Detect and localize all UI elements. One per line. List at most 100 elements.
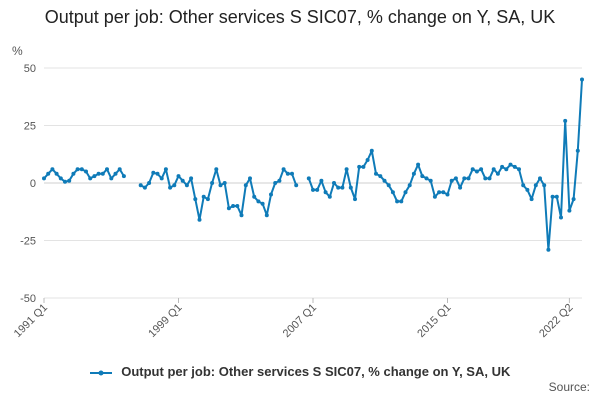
data-point[interactable] — [239, 213, 244, 218]
data-point[interactable] — [231, 204, 236, 208]
data-point[interactable] — [445, 192, 450, 197]
data-point[interactable] — [466, 176, 471, 181]
data-point[interactable] — [201, 194, 206, 199]
data-point[interactable] — [361, 164, 366, 169]
data-point[interactable] — [559, 215, 563, 220]
data-point[interactable] — [525, 187, 530, 192]
data-point[interactable] — [147, 181, 152, 185]
data-point[interactable] — [168, 185, 173, 190]
data-point[interactable] — [432, 194, 437, 199]
data-point[interactable] — [54, 171, 59, 176]
data-point[interactable] — [378, 174, 383, 179]
data-point[interactable] — [458, 185, 463, 190]
data-point[interactable] — [92, 174, 97, 179]
data-point[interactable] — [395, 199, 400, 204]
data-point[interactable] — [319, 178, 324, 183]
data-point[interactable] — [571, 197, 576, 202]
data-point[interactable] — [327, 194, 332, 199]
data-point[interactable] — [260, 201, 265, 206]
data-point[interactable] — [117, 167, 122, 172]
data-point[interactable] — [491, 167, 496, 172]
data-point[interactable] — [336, 185, 341, 190]
data-point[interactable] — [290, 171, 294, 176]
data-point[interactable] — [256, 199, 261, 204]
legend[interactable]: Output per job: Other services S SIC07, … — [0, 364, 600, 379]
data-point[interactable] — [563, 118, 568, 123]
data-point[interactable] — [155, 171, 160, 176]
data-point[interactable] — [428, 178, 433, 183]
data-point[interactable] — [567, 208, 572, 213]
data-point[interactable] — [382, 178, 387, 183]
data-point[interactable] — [58, 176, 63, 181]
data-point[interactable] — [470, 167, 475, 172]
data-point[interactable] — [369, 148, 374, 153]
data-point[interactable] — [575, 148, 580, 153]
data-point[interactable] — [109, 176, 114, 181]
data-point[interactable] — [294, 183, 299, 188]
data-point[interactable] — [449, 178, 454, 183]
data-point[interactable] — [420, 174, 425, 179]
data-point[interactable] — [508, 162, 513, 167]
data-point[interactable] — [517, 167, 521, 172]
data-point[interactable] — [487, 176, 492, 181]
data-point[interactable] — [226, 206, 231, 211]
data-point[interactable] — [424, 176, 429, 181]
data-point[interactable] — [100, 171, 105, 176]
data-point[interactable] — [365, 158, 370, 162]
data-point[interactable] — [172, 183, 177, 188]
data-point[interactable] — [210, 181, 215, 185]
data-point[interactable] — [269, 192, 273, 197]
data-point[interactable] — [474, 169, 479, 174]
data-point[interactable] — [71, 171, 76, 176]
data-point[interactable] — [189, 176, 194, 181]
data-point[interactable] — [542, 183, 547, 188]
data-point[interactable] — [399, 199, 404, 204]
data-point[interactable] — [252, 194, 257, 199]
data-point[interactable] — [504, 167, 509, 172]
data-point[interactable] — [285, 171, 290, 176]
data-point[interactable] — [142, 185, 147, 190]
data-point[interactable] — [222, 181, 227, 185]
data-point[interactable] — [138, 183, 143, 188]
data-point[interactable] — [512, 164, 517, 169]
data-point[interactable] — [353, 197, 357, 202]
data-point[interactable] — [176, 174, 181, 179]
data-point[interactable] — [50, 167, 55, 172]
data-point[interactable] — [323, 190, 328, 195]
data-point[interactable] — [374, 171, 378, 176]
data-point[interactable] — [546, 247, 551, 252]
data-point[interactable] — [180, 178, 185, 183]
data-point[interactable] — [453, 176, 458, 181]
data-point[interactable] — [46, 171, 51, 176]
data-point[interactable] — [479, 167, 484, 172]
data-point[interactable] — [63, 179, 67, 184]
data-point[interactable] — [315, 187, 320, 192]
data-point[interactable] — [159, 176, 164, 181]
data-point[interactable] — [214, 167, 219, 172]
data-point[interactable] — [273, 181, 278, 185]
data-point[interactable] — [340, 185, 345, 190]
data-point[interactable] — [533, 183, 538, 188]
data-point[interactable] — [197, 217, 202, 222]
data-point[interactable] — [205, 197, 210, 202]
data-point[interactable] — [151, 170, 156, 175]
data-point[interactable] — [67, 178, 72, 183]
data-point[interactable] — [277, 178, 282, 183]
data-point[interactable] — [332, 181, 336, 185]
data-point[interactable] — [218, 183, 223, 188]
data-point[interactable] — [113, 171, 118, 176]
data-point[interactable] — [483, 176, 488, 181]
data-point[interactable] — [538, 176, 542, 181]
data-point[interactable] — [75, 167, 80, 172]
data-point[interactable] — [121, 174, 126, 179]
data-point[interactable] — [441, 190, 446, 195]
data-point[interactable] — [529, 197, 534, 202]
data-point[interactable] — [281, 167, 286, 172]
data-point[interactable] — [163, 167, 168, 172]
data-point[interactable] — [243, 183, 248, 188]
data-point[interactable] — [462, 176, 467, 181]
data-point[interactable] — [403, 190, 408, 195]
data-point[interactable] — [84, 169, 88, 174]
data-point[interactable] — [357, 164, 362, 169]
data-point[interactable] — [554, 194, 559, 199]
